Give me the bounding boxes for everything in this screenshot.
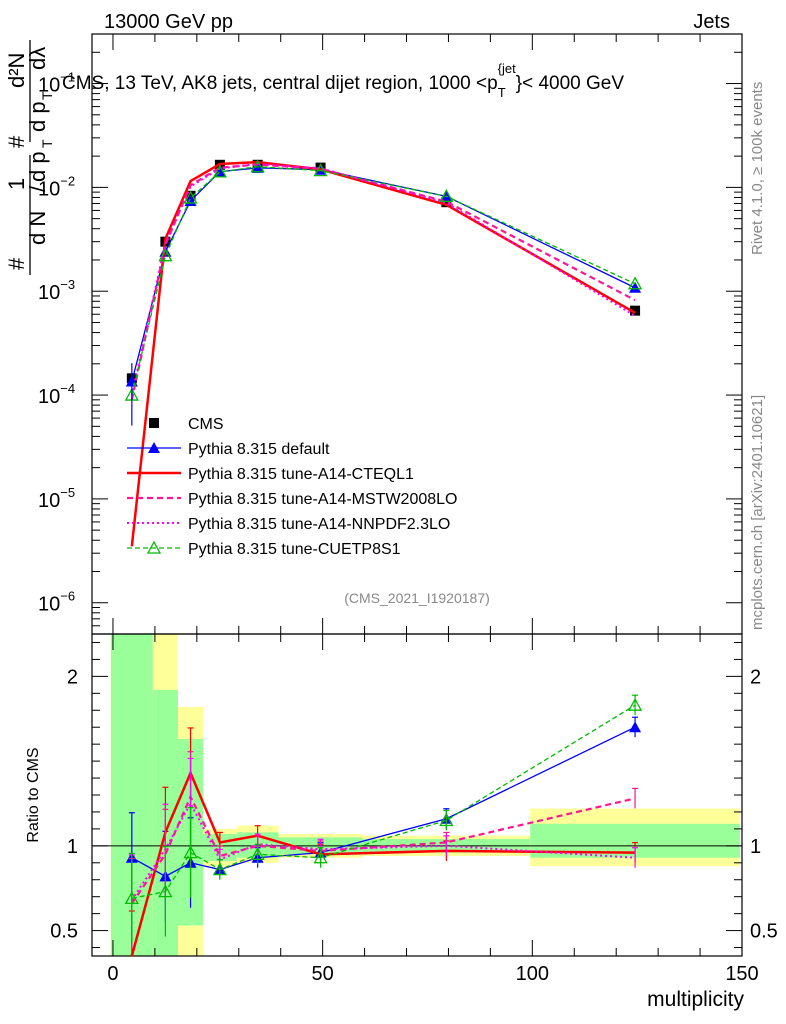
ratio-xtick-label-1: 50 bbox=[312, 963, 334, 985]
main-point-5-1 bbox=[158, 248, 173, 262]
ratio-point-4-6 bbox=[439, 813, 454, 827]
ratio-xtick-label-3: 150 bbox=[725, 963, 758, 985]
main-ytick-label-4: 10−2 bbox=[38, 173, 75, 200]
main-point-5-3 bbox=[212, 164, 227, 178]
ratio-point-4-2 bbox=[183, 845, 198, 859]
legend-marker-0 bbox=[149, 418, 159, 428]
ratio-point-4-7 bbox=[627, 697, 643, 711]
ratio-uncertainty-bands bbox=[92, 634, 742, 956]
legend-label-2: Pythia 8.315 tune-A14-CTEQL1 bbox=[188, 466, 414, 483]
legend-label-3: Pythia 8.315 tune-A14-MSTW2008LO bbox=[188, 491, 457, 508]
legend-label-0: CMS bbox=[188, 416, 224, 433]
main-ytick-label-0: 10−6 bbox=[38, 589, 75, 616]
ratio-ytick-label-2: 2 bbox=[67, 666, 78, 688]
main-point-0-7 bbox=[630, 305, 641, 316]
ylabel-dN: d N bbox=[25, 211, 50, 245]
main-series-line-1 bbox=[131, 167, 636, 382]
main-point-5-5 bbox=[313, 163, 328, 177]
main-point-5-2 bbox=[183, 190, 198, 204]
ratio-point-4-5 bbox=[313, 850, 328, 864]
ratio-series-line-3 bbox=[131, 801, 636, 901]
legend-label-5: Pythia 8.315 tune-CUETP8S1 bbox=[188, 541, 401, 558]
ratio-series-line-1 bbox=[130, 769, 636, 957]
rivet-version-label: Rivet 4.1.0, ≥ 100k events bbox=[749, 82, 766, 255]
main-point-5-7 bbox=[627, 276, 643, 290]
ratio-xtick-label-0: 0 bbox=[107, 963, 118, 985]
ylabel-den-sub-T: T bbox=[39, 91, 55, 100]
ratio-xtick-label-2: 100 bbox=[516, 963, 549, 985]
main-ytick-label-3: 10−3 bbox=[38, 277, 75, 304]
main-ytick-label-1: 10−5 bbox=[38, 485, 75, 512]
main-ytick-label-2: 10−4 bbox=[38, 381, 75, 408]
ratio-point-4-0 bbox=[124, 891, 139, 905]
legend-marker-5 bbox=[146, 540, 162, 554]
ratio-series-line-0 bbox=[131, 726, 636, 878]
main-y-axis-label: # 1 d N / d p T # d²N d p T dλ bbox=[4, 40, 55, 275]
ratio-axis-ticks: 0 50 100 150 0.5 0.5 1 1 2 2 bbox=[50, 634, 778, 985]
header-left-label: 13000 GeV pp bbox=[104, 11, 233, 33]
main-point-5-4 bbox=[250, 159, 265, 173]
ratio-point-4-4 bbox=[250, 846, 265, 860]
main-series-line-5 bbox=[131, 166, 636, 396]
main-point-1-7 bbox=[629, 281, 642, 293]
ratio-series-line-4 bbox=[131, 704, 636, 900]
main-point-1-4 bbox=[251, 161, 264, 173]
ratio-ytick-label-1: 1 bbox=[67, 836, 78, 858]
ylabel-dp: d p bbox=[25, 151, 50, 182]
main-series-line-2 bbox=[130, 160, 636, 547]
main-series-line-4 bbox=[130, 162, 636, 396]
ratio-ytick-label-0: 0.5 bbox=[50, 921, 78, 943]
main-series-line-3 bbox=[130, 163, 636, 401]
main-axis-ticks: 10−6 10−5 10−4 10−3 10−2 10−1 bbox=[38, 34, 743, 635]
x-axis-label: multiplicity bbox=[647, 988, 744, 1011]
legend-label-1: Pythia 8.315 default bbox=[188, 441, 330, 458]
ratio-point-4-1 bbox=[158, 884, 173, 898]
ratio-point-0-7 bbox=[629, 721, 642, 733]
plot-title: CMS, 13 TeV, AK8 jets, central dijet reg… bbox=[62, 61, 624, 100]
main-series-layer bbox=[124, 159, 643, 547]
ratio-ytick-label-right-2: 2 bbox=[750, 666, 761, 688]
ratio-point-4-3 bbox=[212, 862, 227, 876]
legend-label-4: Pythia 8.315 tune-A14-NNPDF2.3LO bbox=[188, 516, 450, 533]
ylabel-dlambda: dλ bbox=[25, 47, 50, 70]
header-right-label: Jets bbox=[693, 11, 730, 33]
ratio-series-line-2 bbox=[130, 794, 636, 905]
ylabel-one: 1 bbox=[4, 178, 29, 190]
analysis-id-label: (CMS_2021_I1920187) bbox=[344, 590, 490, 606]
ylabel-sub-T: T bbox=[39, 139, 55, 148]
ratio-y-axis-label: Ratio to CMS bbox=[25, 747, 42, 842]
ratio-ytick-label-right-0: 0.5 bbox=[750, 921, 778, 943]
ratio-ytick-label-right-1: 1 bbox=[750, 836, 761, 858]
ylabel-den-dp: d p bbox=[25, 101, 50, 132]
ylabel-d2N: d²N bbox=[4, 53, 29, 88]
legend: CMS Pythia 8.315 default Pythia 8.315 tune… bbox=[127, 416, 457, 558]
ylabel-hash-2: # bbox=[4, 135, 29, 148]
ratio-series-layer bbox=[124, 694, 643, 957]
ylabel-hash-1: # bbox=[4, 257, 29, 270]
main-point-5-6 bbox=[439, 188, 454, 202]
legend-marker-1 bbox=[148, 442, 160, 453]
main-ytick-label-5: 10−1 bbox=[38, 70, 75, 97]
ylabel-slash: / bbox=[25, 185, 50, 192]
main-point-0-6 bbox=[441, 197, 452, 208]
mcplots-label: mcplots.cern.ch [arXiv:2401.10621] bbox=[749, 395, 766, 630]
